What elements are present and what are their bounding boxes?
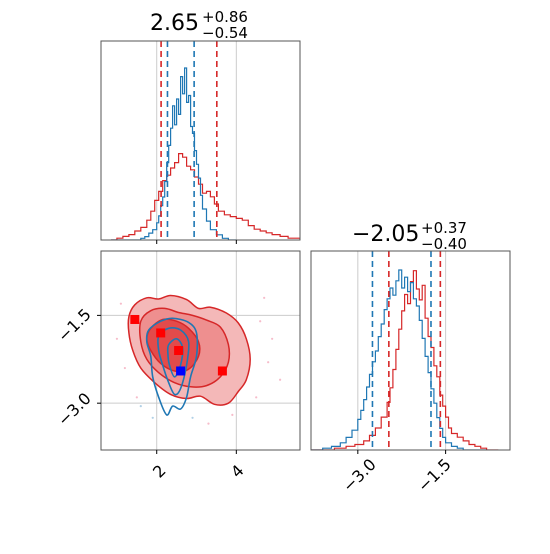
- histogram-param-1-ticks: [357, 450, 447, 454]
- marker-blue-square: [176, 366, 186, 376]
- title-param-0: 2.65 +0.86 −0.54: [150, 8, 248, 42]
- x-tick-label-param-1-1: −1.5: [414, 455, 455, 496]
- contour-panel-frame: [100, 250, 301, 451]
- histogram-blue-param-1: [311, 269, 487, 450]
- marker-red-square: [174, 346, 184, 355]
- histogram-param-0-series: [111, 41, 300, 240]
- histogram-param-0-frame: [100, 40, 301, 241]
- histogram-blue-param-0: [111, 67, 237, 240]
- scatter-point-red: [115, 337, 119, 340]
- scatter-point-red: [271, 337, 274, 340]
- histogram-param-1-series: [311, 251, 499, 450]
- scatter-point-blue: [151, 416, 154, 419]
- scatter-point-red: [231, 413, 234, 416]
- marker-red-square: [156, 328, 166, 338]
- histogram-param-0-ticks: [156, 240, 237, 244]
- title-param-0-minus: −0.54: [202, 24, 248, 42]
- scatter-point-blue: [191, 416, 194, 419]
- scatter-point-red: [279, 378, 282, 381]
- scatter-point-red: [207, 422, 210, 425]
- title-param-0-plus: +0.86: [202, 8, 248, 26]
- histogram-red-param-0: [111, 153, 300, 240]
- histogram-panel-param-1: −3.0 −1.5: [310, 250, 511, 496]
- histogram-panel-param-0: [100, 40, 301, 244]
- title-param-0-median: 2.65: [150, 11, 199, 36]
- title-param-1-minus: −0.40: [421, 235, 467, 253]
- scatter-point-red: [123, 366, 126, 370]
- marker-red-square: [217, 366, 227, 376]
- title-param-1: −2.05 +0.37 −0.40: [352, 219, 467, 253]
- scatter-point-red: [135, 396, 138, 399]
- scatter-point-red: [255, 396, 258, 399]
- title-param-1-median: −2.05: [352, 222, 419, 247]
- y-tick-label-param-1-0: −3.0: [54, 389, 95, 430]
- contour-panel-ticks: [97, 314, 237, 454]
- y-tick-label-param-1-1: −1.5: [54, 305, 95, 346]
- title-param-1-plus: +0.37: [421, 219, 467, 237]
- scatter-point-blue: [139, 405, 142, 408]
- histogram-red-param-1: [311, 270, 499, 450]
- x-tick-label-param-0-1: 4: [227, 461, 248, 482]
- histogram-param-1-frame: [310, 250, 511, 451]
- contour-blue-1: [157, 327, 190, 396]
- scatter-point-red: [267, 361, 270, 364]
- x-tick-label-param-0-0: 2: [149, 461, 170, 482]
- contour-blue-0: [145, 317, 199, 416]
- scatter-point-red: [263, 296, 266, 299]
- contour-panel-series: [115, 294, 282, 425]
- scatter-point-red: [119, 302, 122, 305]
- histogram-param-0-grid: [156, 41, 237, 240]
- marker-red-square: [130, 314, 140, 324]
- x-tick-label-param-1-0: −3.0: [339, 455, 380, 496]
- contour-panel: 2 4 −1.5 −3.0: [54, 250, 301, 482]
- scatter-point-red: [259, 320, 262, 323]
